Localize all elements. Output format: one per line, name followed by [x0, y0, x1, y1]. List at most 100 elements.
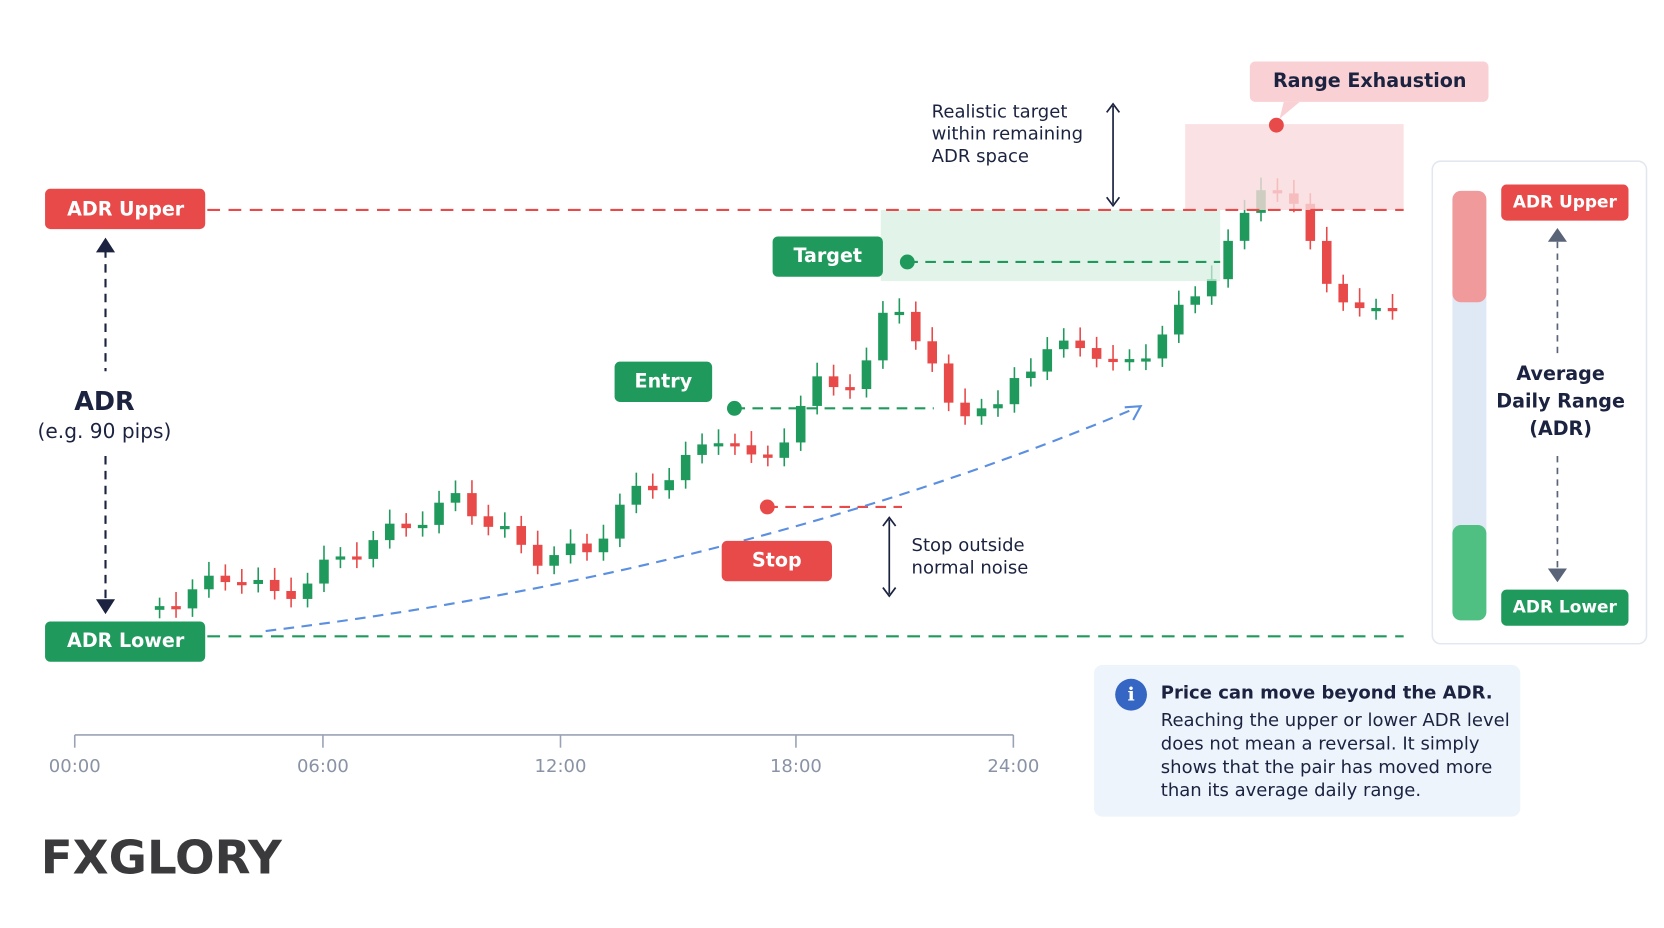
legend-lower-badge: [1501, 589, 1629, 626]
stop-note: Stop outside: [912, 535, 1025, 556]
info-body: Reaching the upper or lower ADR level: [1161, 710, 1510, 731]
target-span-arrow: [1106, 102, 1121, 208]
candle-body: [927, 341, 937, 364]
trend-arrow: [1124, 405, 1143, 421]
stop-span-arrow: [882, 516, 897, 598]
candle-body: [352, 556, 362, 560]
exhaustion-badge: [1249, 61, 1489, 102]
candle-body: [746, 445, 757, 455]
candle-body: [483, 516, 494, 527]
candle-body: [450, 493, 461, 503]
info-body: than its average daily range.: [1161, 780, 1421, 801]
candle-body: [368, 540, 379, 559]
candle-body: [993, 404, 1003, 409]
candle-body: [713, 443, 724, 447]
candle-body: [1058, 340, 1069, 350]
candle-body: [1042, 349, 1053, 372]
info-body: shows that the pair has moved more: [1161, 757, 1493, 778]
target-note: ADR space: [932, 146, 1029, 167]
stop-badge: [721, 540, 832, 582]
candle-body: [976, 408, 987, 417]
candle-body: [828, 376, 839, 388]
candle-body: [532, 544, 543, 566]
exhaustion-dot: [1268, 117, 1284, 133]
candle-body: [664, 480, 674, 491]
legend-lower-segment: [1452, 524, 1487, 621]
candle-body: [878, 312, 888, 361]
info-icon: [1115, 678, 1147, 711]
entry-dot: [727, 400, 742, 416]
trend-curve: [265, 407, 1136, 633]
candle-body: [894, 311, 905, 316]
candle-body: [1091, 348, 1102, 359]
candle-body: [845, 387, 855, 391]
stop-note: normal noise: [912, 557, 1029, 578]
time-axis-ticks: 00:00 06:00 12:00 18:00 24:00: [49, 734, 1039, 777]
exhaustion-zone: [1185, 124, 1404, 210]
candle-body: [220, 575, 231, 583]
candle-body: [598, 538, 609, 553]
target-note: Realistic target: [932, 101, 1068, 122]
candle-body: [500, 526, 510, 530]
candle-body: [795, 405, 806, 443]
candle-body: [269, 579, 280, 592]
time-label: 06:00: [297, 756, 349, 777]
legend-title: Daily Range: [1496, 389, 1625, 412]
candle-body: [401, 523, 411, 529]
candle-body: [861, 360, 872, 390]
candle-body: [467, 493, 477, 517]
candle-body: [335, 556, 346, 560]
candle-body: [1075, 340, 1085, 349]
target-dot: [899, 254, 915, 270]
candle-body: [1108, 358, 1118, 363]
candle-body: [1371, 308, 1381, 312]
info-box: [1093, 664, 1521, 817]
time-label: 12:00: [535, 756, 587, 777]
candle-body: [187, 589, 198, 609]
info-icon-glyph: i: [1127, 683, 1134, 706]
stop-dot: [759, 499, 775, 515]
legend-upper-label: ADR Upper: [1513, 192, 1618, 212]
info-body: does not mean a reversal. It simply: [1161, 734, 1480, 755]
candle-body: [647, 485, 658, 491]
candle-body: [384, 523, 395, 541]
candle-body: [319, 559, 329, 584]
candle-body: [1223, 240, 1233, 280]
target-badge: [772, 236, 883, 277]
exhaustion-label: Range Exhaustion: [1273, 69, 1466, 92]
candle-body: [417, 524, 428, 529]
adr-lower-label: ADR Lower: [67, 629, 185, 652]
price-candles: [154, 177, 1398, 619]
time-label: 18:00: [770, 756, 822, 777]
candle-body: [680, 454, 691, 481]
candle-body: [812, 376, 822, 406]
candle-body: [615, 504, 625, 539]
candle-body: [1009, 378, 1020, 405]
target-note: within remaining: [932, 124, 1083, 145]
logo: FXGLORY: [41, 832, 283, 886]
candle-body: [286, 591, 296, 599]
candle-body: [434, 502, 444, 525]
candle-body: [779, 442, 790, 458]
candle-body: [302, 583, 313, 599]
candle-body: [1206, 279, 1217, 297]
candle-body: [1026, 371, 1036, 379]
candle-body: [154, 606, 165, 610]
candle-body: [1190, 296, 1201, 305]
candle-body: [1124, 359, 1135, 363]
candle-body: [960, 402, 970, 417]
candle-body: [1305, 203, 1316, 241]
candle-body: [631, 485, 642, 505]
target-label: Target: [793, 244, 862, 267]
exhaustion-pointer: [1279, 101, 1300, 119]
adr-heading: ADR: [74, 387, 135, 417]
adr-lower-badge: [45, 621, 206, 662]
legend-lower-label: ADR Lower: [1513, 597, 1618, 617]
candle-body: [943, 363, 954, 403]
candle-body: [565, 543, 576, 556]
target-zone: [880, 209, 1221, 282]
entry-badge: [614, 361, 713, 402]
candle-body: [1157, 334, 1168, 359]
candle-body: [1321, 240, 1332, 284]
